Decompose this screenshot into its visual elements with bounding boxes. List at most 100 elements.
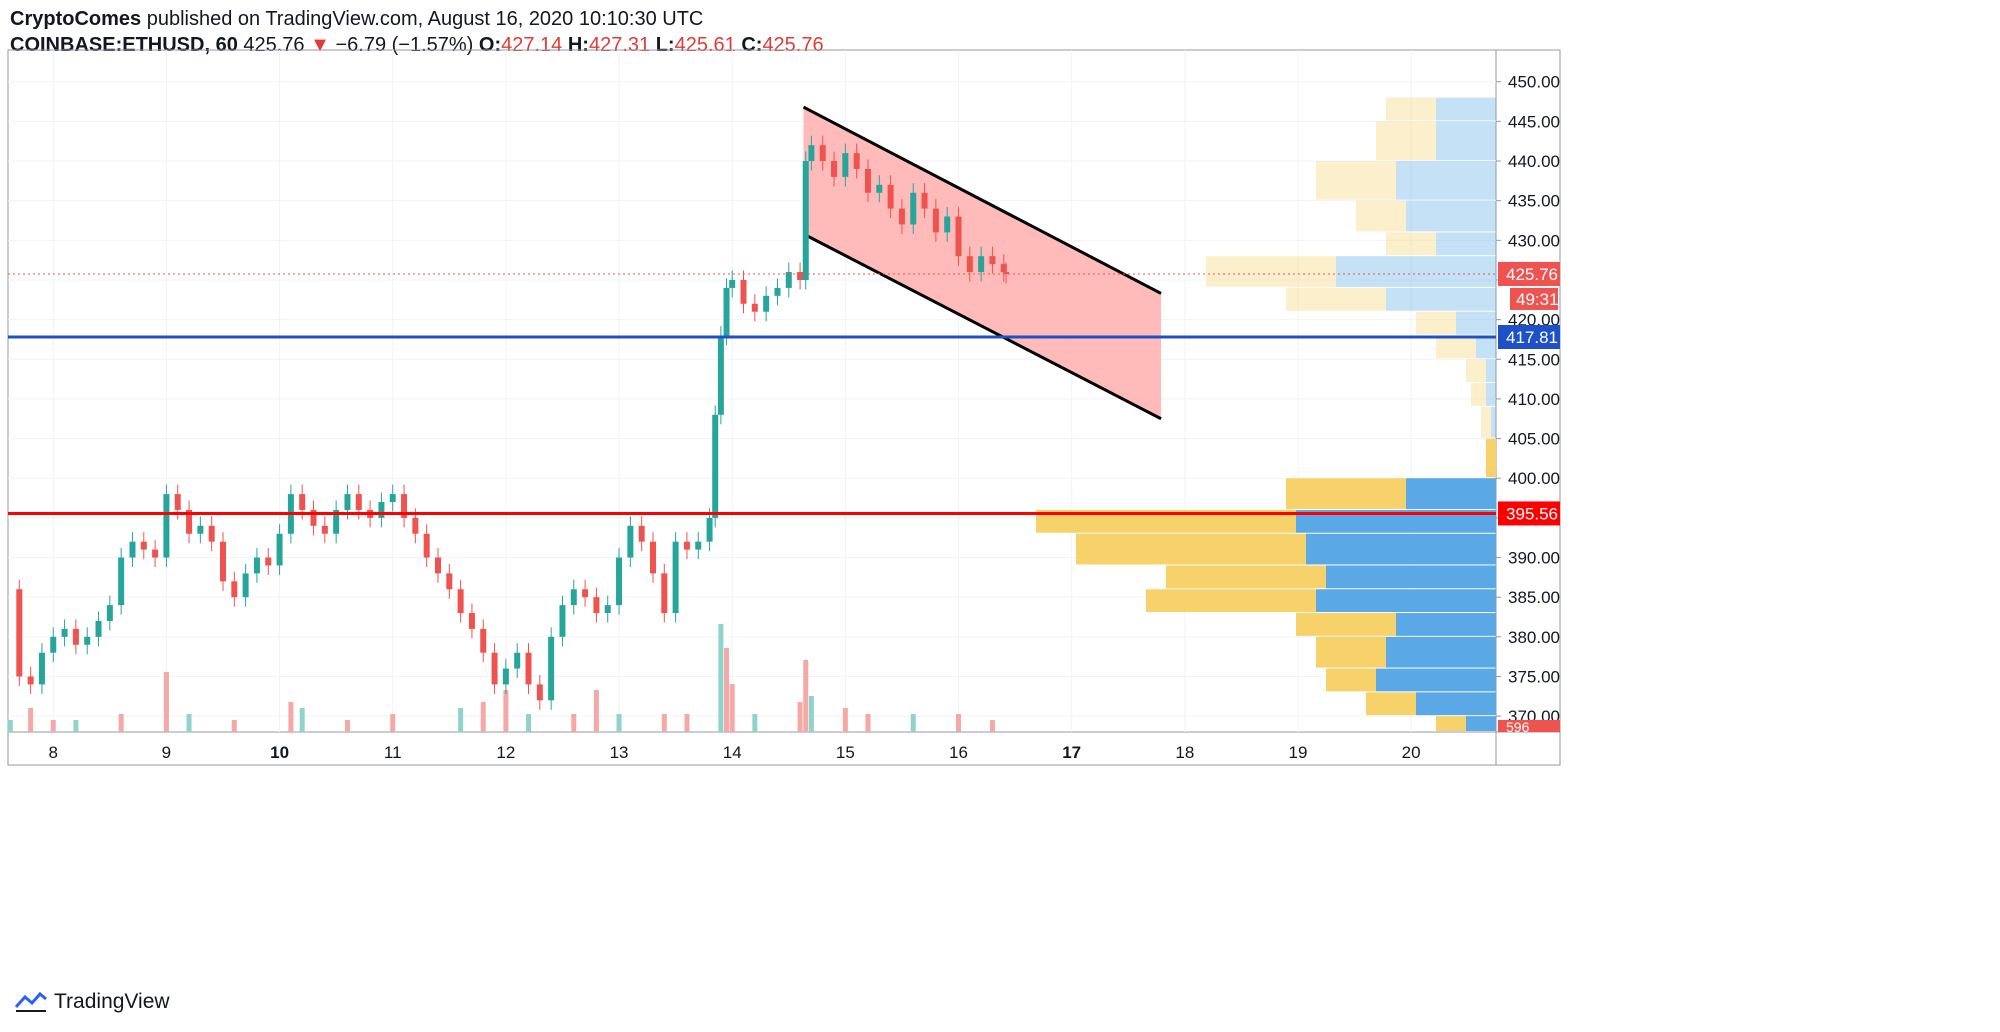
volume-profile-bar-yellow [1326, 668, 1376, 692]
candle-body [525, 652, 532, 685]
candle-body [72, 628, 79, 645]
volume-profile-bar-yellow [1356, 200, 1406, 232]
candle-body [321, 525, 328, 534]
volume-profile-bar-yellow [1296, 613, 1396, 636]
candle-body [593, 597, 600, 614]
volume-profile-bar-blue [1316, 589, 1496, 613]
volume-bar [526, 714, 532, 732]
x-tick-label: 15 [836, 743, 855, 762]
volume-bar [910, 714, 916, 732]
y-tick-label: 385.00 [1508, 588, 1560, 607]
footer: TradingView [14, 990, 170, 1014]
volume-bar [344, 720, 350, 732]
volume-bar [956, 714, 962, 732]
candle-body [140, 541, 147, 550]
author-name[interactable]: CryptoComes [10, 8, 142, 30]
candle-body [723, 287, 730, 336]
candle-body [434, 557, 441, 574]
candle-body [683, 541, 690, 550]
x-tick-label: 8 [49, 743, 58, 762]
candle-body [672, 541, 679, 614]
volume-profile-bar-yellow [1481, 406, 1491, 438]
support-price-label: 417.81 [1506, 328, 1558, 347]
candle-body [536, 684, 543, 701]
volume-bar [593, 690, 599, 732]
volume-bar [480, 702, 486, 732]
volume-bar [390, 714, 396, 732]
candle-body [423, 533, 430, 558]
volume-bar [616, 714, 622, 732]
last-price-label: 425.76 [1506, 265, 1558, 284]
volume-bar [288, 702, 294, 732]
candle-body [265, 557, 272, 566]
volume-profile-bar-blue [1326, 565, 1496, 589]
candle-body [253, 557, 260, 574]
last-price-tag [1498, 261, 1560, 286]
tradingview-brand[interactable]: TradingView [54, 990, 170, 1013]
volume-bar [803, 660, 809, 732]
candle-body [898, 208, 905, 225]
candle-body [106, 605, 113, 621]
candle-body [61, 628, 68, 637]
volume-profile-bar-blue [1436, 121, 1496, 161]
x-tick-label: 14 [723, 743, 742, 762]
candle-body [559, 605, 566, 637]
volume-bar [684, 714, 690, 732]
candle-body [242, 573, 249, 598]
candle-body [389, 494, 396, 503]
x-tick-label: 18 [1175, 743, 1194, 762]
volume-bar [458, 708, 464, 732]
candle-body [910, 192, 917, 225]
volume-profile-bar-blue [1376, 668, 1496, 692]
y-tick-label: 405.00 [1508, 430, 1560, 449]
candle-body [627, 525, 634, 558]
candle-body [616, 557, 623, 606]
volume-profile-bar-blue [1336, 256, 1496, 287]
candle-body [763, 295, 770, 312]
candle-body [457, 589, 464, 614]
volume-bar [28, 708, 34, 732]
volume-profile-bar-blue [1436, 232, 1496, 256]
candle-body [831, 161, 838, 177]
volume-profile-bar-blue [1386, 636, 1496, 668]
y-tick-label: 400.00 [1508, 469, 1560, 488]
candle-body [219, 541, 226, 582]
x-tick-label: 16 [949, 743, 968, 762]
candle-body [186, 509, 193, 534]
tradingview-logo-icon[interactable] [14, 991, 48, 1013]
volume-bar [7, 720, 13, 732]
axis-corner-label: 596 [1506, 719, 1530, 735]
candle-body [299, 494, 306, 510]
candle-body [932, 208, 939, 233]
volume-profile-bar-yellow [1436, 335, 1476, 359]
volume-bar [724, 648, 730, 732]
volume-bar [729, 684, 735, 732]
candle-body [966, 256, 973, 273]
candle-body [853, 153, 860, 169]
candle-body [468, 613, 475, 629]
candle-body [712, 414, 719, 518]
volume-bar [571, 714, 577, 732]
candle-body [333, 509, 340, 534]
x-tick-label: 12 [496, 743, 515, 762]
volume-profile-bar-yellow [1386, 232, 1436, 256]
y-tick-label: 390.00 [1508, 549, 1560, 568]
candle-body [808, 145, 815, 162]
candle-body [785, 272, 792, 288]
candle-body [310, 509, 317, 526]
candle-body [695, 541, 702, 550]
volume-bar [989, 720, 995, 732]
y-tick-label: 415.00 [1508, 350, 1560, 369]
candle-body [955, 216, 962, 257]
x-tick-label: 19 [1289, 743, 1308, 762]
candle-body [582, 589, 589, 598]
candle-body [84, 636, 91, 645]
countdown-label: 49:31 [1516, 290, 1559, 309]
volume-bar [118, 714, 124, 732]
candle-body [480, 628, 487, 653]
volume-bar [842, 708, 848, 732]
volume-profile-bar-blue [1436, 97, 1496, 121]
candle-body [491, 652, 498, 685]
candle-body [412, 517, 419, 534]
